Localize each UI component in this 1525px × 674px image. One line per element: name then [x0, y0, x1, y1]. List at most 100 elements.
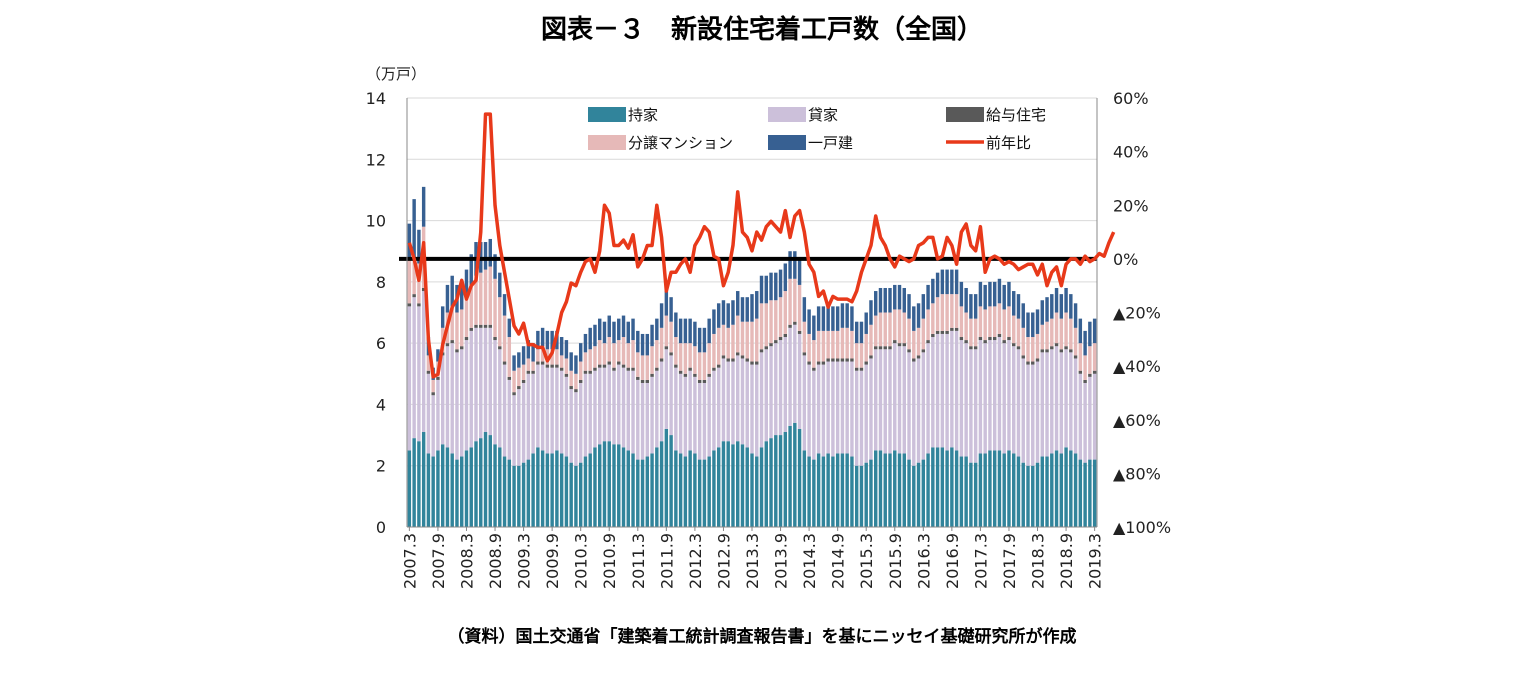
- bar-kyuyo: [826, 358, 830, 362]
- bar-mansion: [574, 373, 578, 390]
- bar-kashiya: [1088, 376, 1092, 460]
- bar-series: [407, 186, 1097, 527]
- bar-kyuyo: [645, 379, 650, 383]
- bar-kyuyo: [1073, 355, 1078, 359]
- bar-mochiie: [1050, 453, 1054, 527]
- bar-ikkodate: [464, 269, 469, 298]
- chart-title: 図表－３ 新設住宅着工戸数（全国）: [541, 14, 983, 45]
- bar-ikkodate: [850, 306, 854, 331]
- bar-kyuyo: [883, 346, 887, 350]
- x-tick-label: 2012.9: [714, 533, 733, 589]
- bar-ikkodate: [935, 272, 940, 298]
- bar-kashiya: [793, 324, 797, 423]
- bar-kyuyo: [769, 343, 773, 347]
- bar-mochiie: [731, 444, 735, 527]
- bar-mochiie: [707, 456, 711, 527]
- bar-kyuyo: [1026, 361, 1030, 365]
- bar-mochiie: [483, 432, 488, 527]
- bar-mochiie: [888, 453, 892, 527]
- bar-kyuyo: [869, 355, 873, 359]
- bar-mochiie: [755, 456, 759, 527]
- bar-mansion: [1007, 306, 1011, 338]
- bar-mochiie: [688, 450, 692, 527]
- bar-mochiie: [626, 450, 630, 527]
- bar-ikkodate: [821, 306, 826, 331]
- bar-mochiie: [1069, 450, 1073, 527]
- bar-mochiie: [1040, 456, 1044, 527]
- bar-mochiie: [464, 450, 469, 527]
- bar-kashiya: [1031, 364, 1035, 466]
- bar-ikkodate: [1088, 321, 1092, 347]
- bar-mansion: [1040, 324, 1044, 350]
- bar-mansion: [1002, 309, 1006, 341]
- bar-ikkodate: [545, 330, 550, 350]
- bar-ikkodate: [540, 327, 545, 347]
- bar-mochiie: [479, 438, 483, 527]
- bar-mochiie: [674, 450, 678, 527]
- bar-kyuyo: [835, 358, 840, 362]
- bar-mochiie: [693, 453, 697, 527]
- bar-mochiie: [536, 447, 540, 527]
- bar-ikkodate: [412, 199, 416, 258]
- bar-kyuyo: [888, 346, 892, 350]
- bar-kashiya: [802, 355, 807, 451]
- bar-ikkodate: [659, 303, 664, 328]
- bar-mochiie: [540, 450, 545, 527]
- bar-mansion: [721, 324, 726, 356]
- bar-kyuyo: [897, 343, 902, 347]
- bar-mochiie: [926, 453, 930, 527]
- bar-kashiya: [1073, 358, 1078, 454]
- bar-kashiya: [1035, 361, 1040, 463]
- x-tick-label: 2013.9: [772, 533, 791, 589]
- bar-mochiie: [740, 444, 745, 527]
- bar-mochiie: [621, 447, 626, 527]
- bar-mochiie: [512, 465, 516, 527]
- bar-kashiya: [769, 346, 773, 439]
- bar-kyuyo: [740, 355, 745, 359]
- bar-kashiya: [607, 364, 611, 442]
- bar-mansion: [954, 294, 959, 328]
- bar-kashiya: [874, 349, 878, 451]
- bar-kyuyo: [945, 330, 949, 334]
- bar-mansion: [912, 330, 916, 359]
- bar-kyuyo: [954, 327, 959, 331]
- bar-mansion: [464, 297, 469, 338]
- bar-kyuyo: [526, 370, 531, 374]
- bar-mochiie: [702, 459, 707, 527]
- bar-kashiya: [593, 370, 597, 448]
- bar-ikkodate: [826, 306, 830, 331]
- bar-mansion: [731, 324, 735, 359]
- x-tick-label: 2008.3: [457, 533, 476, 589]
- bar-kyuyo: [417, 303, 421, 307]
- bar-mochiie: [1031, 465, 1035, 527]
- bar-mochiie: [650, 453, 654, 527]
- bar-mochiie: [721, 441, 726, 527]
- bar-mochiie: [931, 447, 935, 527]
- bar-mansion: [521, 364, 526, 380]
- bar-mansion: [707, 343, 711, 374]
- bar-kyuyo: [964, 340, 968, 344]
- bar-mochiie: [678, 453, 683, 527]
- bar-kyuyo: [517, 386, 521, 390]
- bar-mochiie: [1035, 462, 1040, 527]
- bar-mansion: [483, 269, 488, 325]
- bar-kashiya: [436, 379, 440, 451]
- bar-mansion: [1054, 312, 1059, 344]
- bar-ikkodate: [1002, 284, 1006, 310]
- bar-ikkodate: [912, 306, 916, 331]
- x-tick-label: 2011.9: [657, 533, 676, 589]
- bar-ikkodate: [764, 275, 768, 304]
- bar-ikkodate: [417, 229, 421, 264]
- bar-ikkodate: [697, 327, 702, 353]
- bar-kyuyo: [797, 330, 802, 334]
- bar-ikkodate: [445, 284, 450, 313]
- bar-mansion: [988, 306, 992, 338]
- bar-mansion: [559, 355, 564, 368]
- bar-ikkodate: [921, 294, 926, 319]
- bar-kashiya: [450, 343, 454, 454]
- bar-mochiie: [607, 441, 611, 527]
- bar-kashiya: [1078, 373, 1083, 460]
- bar-kyuyo: [578, 379, 583, 383]
- bar-ikkodate: [736, 291, 740, 316]
- bar-mochiie: [578, 462, 583, 527]
